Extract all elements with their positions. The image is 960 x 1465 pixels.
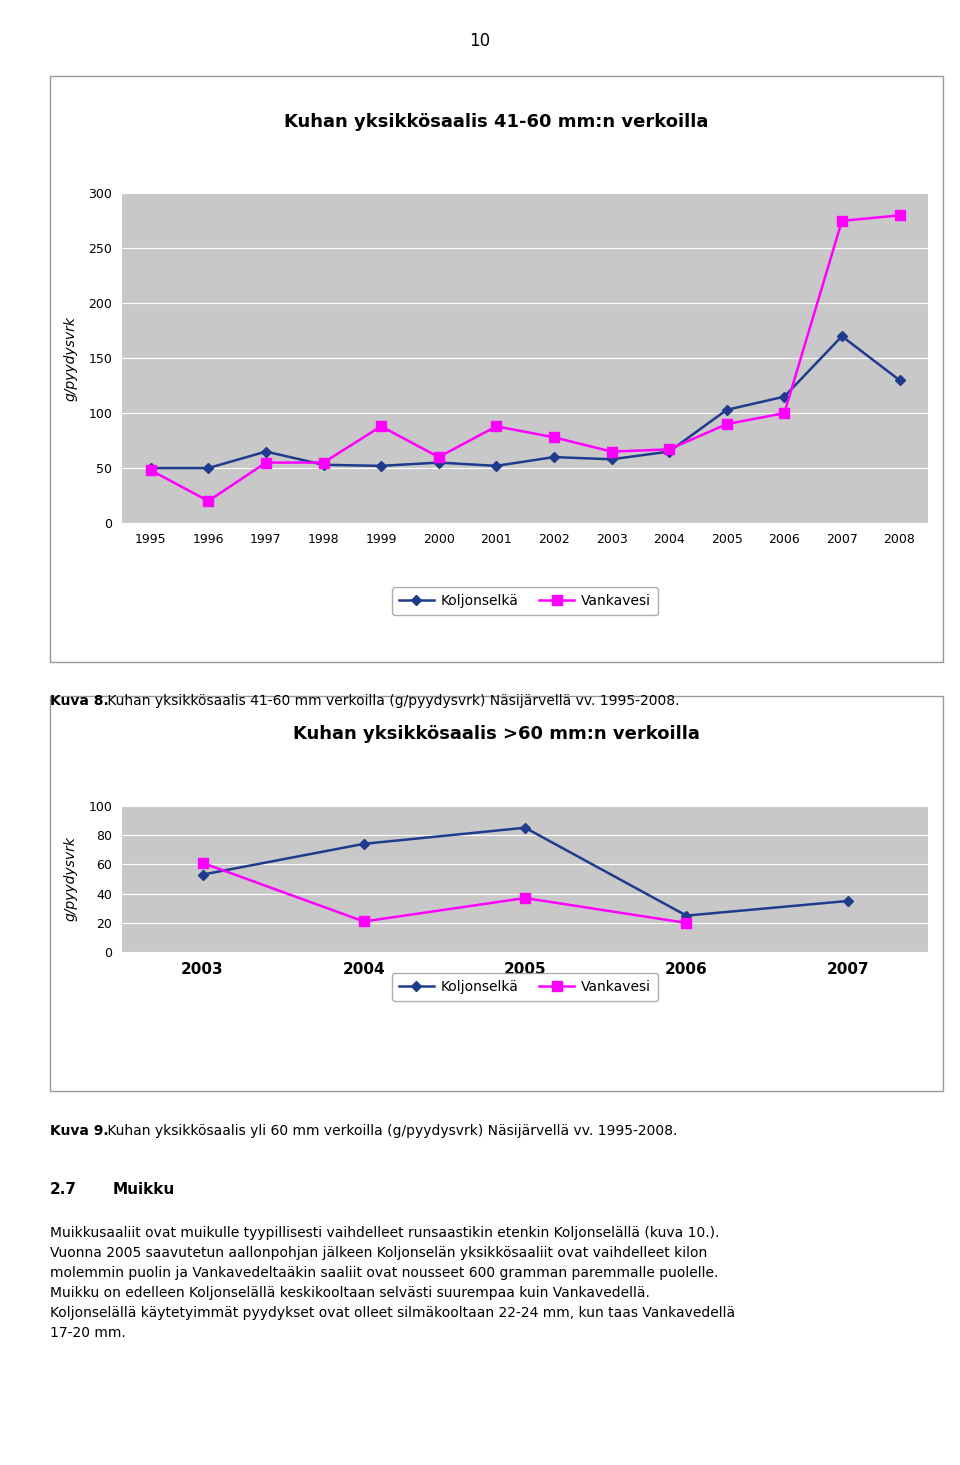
- Text: Kuhan yksikkösaalis 41-60 mm:n verkoilla: Kuhan yksikkösaalis 41-60 mm:n verkoilla: [284, 113, 708, 130]
- Text: Kuva 9.: Kuva 9.: [50, 1124, 108, 1138]
- Y-axis label: g/pyydysvrk: g/pyydysvrk: [63, 316, 78, 400]
- Text: Muikkusaaliit ovat muikulle tyypillisesti vaihdelleet runsaastikin etenkin Koljo: Muikkusaaliit ovat muikulle tyypillisest…: [50, 1226, 735, 1340]
- Legend: Koljonselkä, Vankavesi: Koljonselkä, Vankavesi: [392, 587, 659, 615]
- Text: Kuva 8.: Kuva 8.: [50, 694, 108, 709]
- Text: 10: 10: [469, 32, 491, 50]
- Legend: Koljonselkä, Vankavesi: Koljonselkä, Vankavesi: [392, 973, 659, 1001]
- Text: 2.7: 2.7: [50, 1182, 77, 1197]
- Y-axis label: g/pyydysvrk: g/pyydysvrk: [63, 837, 78, 921]
- Text: Kuhan yksikkösaalis 41-60 mm verkoilla (g/pyydysvrk) Näsijärvellä vv. 1995-2008.: Kuhan yksikkösaalis 41-60 mm verkoilla (…: [103, 694, 680, 709]
- Text: Muikku: Muikku: [112, 1182, 175, 1197]
- Text: Kuhan yksikkösaalis >60 mm:n verkoilla: Kuhan yksikkösaalis >60 mm:n verkoilla: [293, 725, 700, 743]
- Text: Kuhan yksikkösaalis yli 60 mm verkoilla (g/pyydysvrk) Näsijärvellä vv. 1995-2008: Kuhan yksikkösaalis yli 60 mm verkoilla …: [103, 1124, 677, 1138]
